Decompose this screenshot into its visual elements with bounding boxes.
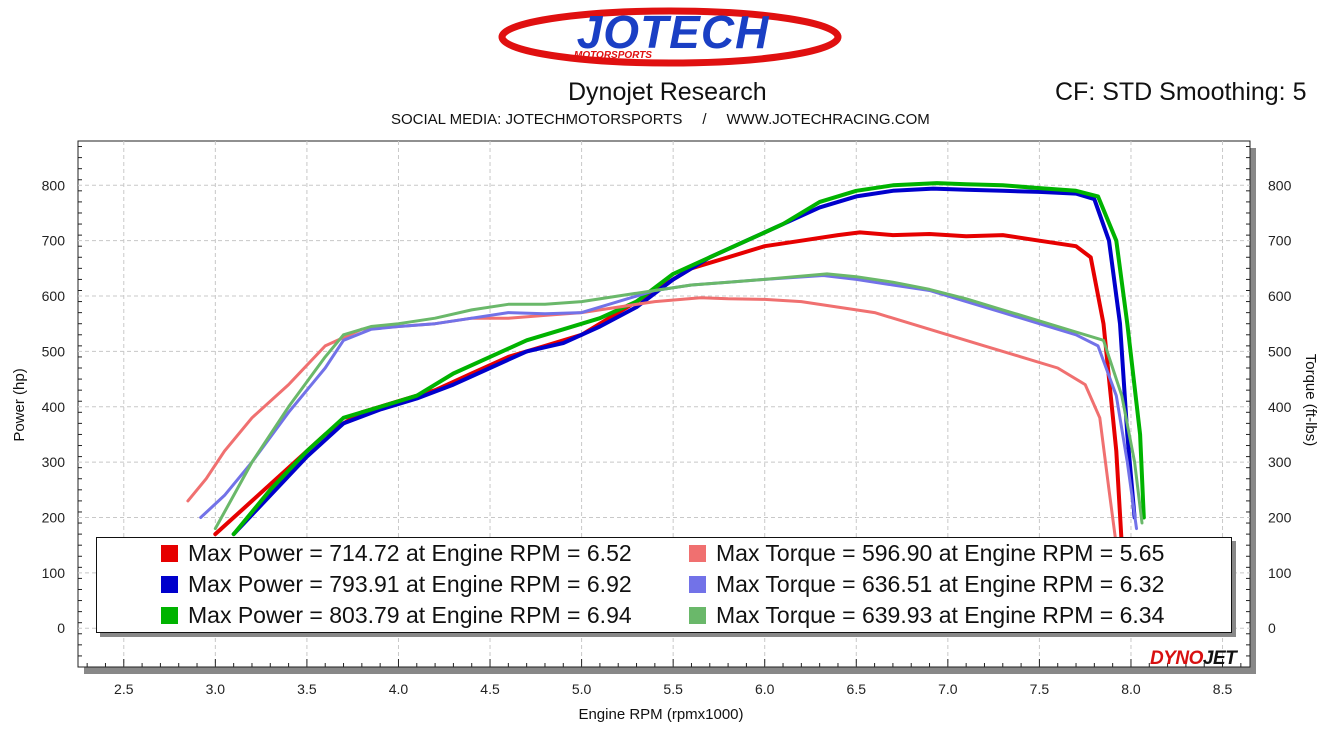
legend-label: Max Torque = 636.51 at Engine RPM = 6.32 [716, 570, 1165, 597]
watermark-dyno: DYNO [1150, 648, 1203, 669]
x-tick-label: 6.0 [755, 681, 775, 697]
x-tick-label: 7.5 [1030, 681, 1050, 697]
y2-axis-title: Torque (ft-lbs) [1302, 354, 1319, 447]
social-media-text: SOCIAL MEDIA: JOTECHMOTORSPORTS [391, 111, 683, 128]
legend-item: Max Power = 803.79 at Engine RPM = 6.94 [161, 600, 632, 630]
y-tick-label: 200 [42, 510, 66, 526]
x-tick-label: 3.5 [297, 681, 317, 697]
y2-tick-label: 700 [1268, 233, 1292, 249]
subtitle-separator: / [702, 111, 707, 128]
legend-swatch [689, 606, 706, 624]
legend-item: Max Torque = 636.51 at Engine RPM = 6.32 [689, 569, 1164, 599]
legend-swatch [161, 575, 178, 593]
x-tick-label: 5.5 [663, 681, 683, 697]
legend-swatch [689, 575, 706, 593]
y2-tick-label: 400 [1268, 399, 1292, 415]
y2-tick-label: 500 [1268, 343, 1292, 359]
correction-factor-text: CF: STD Smoothing: 5 [1055, 78, 1307, 106]
x-tick-label: 7.0 [938, 681, 958, 697]
y-tick-label: 300 [42, 454, 66, 470]
logo-subtext: MOTORSPORTS [574, 50, 652, 61]
x-tick-label: 8.0 [1121, 681, 1141, 697]
y-tick-label: 600 [42, 288, 66, 304]
y2-tick-label: 300 [1268, 454, 1292, 470]
legend-item: Max Torque = 596.90 at Engine RPM = 5.65 [689, 538, 1164, 568]
x-tick-label: 2.5 [114, 681, 134, 697]
y-tick-label: 100 [42, 565, 66, 581]
jotech-logo: JOTECH MOTORSPORTS [498, 6, 842, 67]
y2-tick-label: 100 [1268, 565, 1292, 581]
y2-tick-label: 200 [1268, 510, 1292, 526]
y-tick-label: 400 [42, 399, 66, 415]
series-line [213, 272, 1144, 531]
x-tick-label: 4.5 [480, 681, 500, 697]
legend-swatch [689, 544, 706, 562]
x-tick-label: 3.0 [206, 681, 226, 697]
y-tick-label: 0 [57, 620, 65, 636]
logo-text: JOTECH [577, 6, 770, 58]
y2-tick-label: 0 [1268, 620, 1276, 636]
y-tick-label: 500 [42, 343, 66, 359]
series-line [186, 296, 1118, 547]
website-text: WWW.JOTECHRACING.COM [726, 111, 930, 128]
y-tick-label: 700 [42, 233, 66, 249]
legend-label: Max Power = 714.72 at Engine RPM = 6.52 [188, 539, 632, 566]
x-tick-label: 6.5 [847, 681, 867, 697]
x-tick-label: 4.0 [389, 681, 409, 697]
dynojet-watermark: DYNOJET [1150, 648, 1237, 670]
legend-item: Max Torque = 639.93 at Engine RPM = 6.34 [689, 600, 1164, 630]
legend-item: Max Power = 793.91 at Engine RPM = 6.92 [161, 569, 632, 599]
chart-title: Dynojet Research [568, 78, 767, 106]
x-tick-label: 8.5 [1213, 681, 1233, 697]
series-lines [186, 181, 1146, 548]
legend-label: Max Power = 793.91 at Engine RPM = 6.92 [188, 570, 632, 597]
legend-item: Max Power = 714.72 at Engine RPM = 6.52 [161, 538, 632, 568]
legend-label: Max Power = 803.79 at Engine RPM = 6.94 [188, 601, 632, 628]
x-tick-label: 5.0 [572, 681, 592, 697]
tick-labels: 2.5 3.0 3.5 4.0 4.5 5.0 5.5 6.0 6.5 7.0 7.5 8.0 8.5 0… [42, 177, 1292, 697]
y2-tick-label: 800 [1268, 177, 1292, 193]
legend-swatch [161, 606, 178, 624]
y2-tick-label: 600 [1268, 288, 1292, 304]
chart-subtitle: SOCIAL MEDIA: JOTECHMOTORSPORTS / WWW.JOTE… [391, 111, 930, 128]
legend: Max Power = 714.72 at Engine RPM = 6.52 … [96, 537, 1232, 633]
axis-ticks [78, 146, 1250, 667]
legend-swatch [161, 544, 178, 562]
legend-label: Max Torque = 639.93 at Engine RPM = 6.34 [716, 601, 1165, 628]
watermark-jet: JET [1202, 648, 1237, 669]
legend-label: Max Torque = 596.90 at Engine RPM = 5.65 [716, 539, 1165, 566]
series-line [231, 181, 1146, 537]
y-tick-label: 800 [42, 177, 66, 193]
x-axis-title: Engine RPM (rpmx1000) [578, 706, 743, 723]
y-axis-title: Power (hp) [11, 368, 28, 441]
